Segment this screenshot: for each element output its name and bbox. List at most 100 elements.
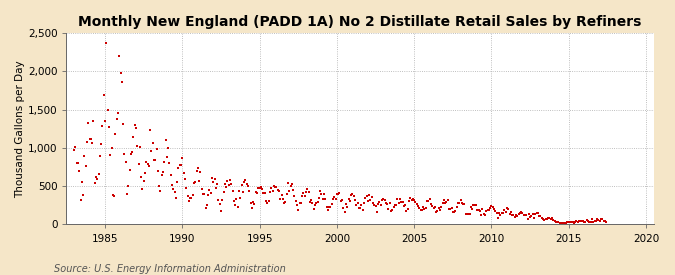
Point [100, 119, 111, 123]
Point [412, 204, 423, 208]
Point [529, 215, 539, 220]
Point [258, 191, 269, 195]
Point [540, 216, 551, 221]
Point [520, 212, 531, 217]
Point [201, 203, 212, 207]
Point [512, 214, 522, 219]
Point [316, 192, 327, 196]
Point [593, 218, 603, 222]
Point [433, 206, 444, 211]
Point [212, 182, 223, 186]
Point [378, 196, 389, 201]
Point [432, 209, 443, 214]
Point [576, 218, 587, 223]
Point [597, 217, 608, 221]
Point [391, 203, 402, 207]
Point [213, 197, 224, 202]
Point [340, 202, 351, 206]
Point [439, 198, 450, 202]
Point [448, 210, 458, 214]
Point [324, 205, 335, 209]
Point [514, 211, 525, 215]
Point [261, 199, 271, 204]
Point [429, 205, 440, 209]
Point [400, 203, 410, 207]
Point [259, 191, 270, 195]
Point [83, 120, 94, 125]
Point [254, 186, 265, 191]
Point [165, 173, 176, 177]
Point [275, 197, 286, 201]
Point [442, 198, 453, 202]
Point [140, 171, 151, 175]
Point [541, 216, 552, 221]
Point [238, 190, 248, 194]
Point [185, 196, 196, 200]
Point [401, 208, 412, 213]
Point [450, 209, 461, 213]
Point [228, 199, 239, 203]
Point [141, 160, 152, 164]
Point [74, 169, 84, 174]
Point [452, 200, 463, 205]
Point [87, 141, 98, 145]
Point [160, 138, 171, 143]
Point [256, 185, 267, 189]
Point [344, 199, 355, 203]
Point [281, 191, 292, 196]
Point [285, 184, 296, 188]
Point [105, 153, 115, 158]
Point [598, 219, 609, 223]
Point [537, 217, 548, 221]
Point [428, 205, 439, 210]
Point [167, 183, 178, 187]
Point [439, 201, 450, 205]
Point [191, 169, 202, 173]
Point [516, 210, 526, 214]
Point [181, 186, 192, 191]
Point [539, 217, 549, 222]
Point [588, 220, 599, 224]
Point [253, 186, 264, 190]
Point [221, 184, 232, 189]
Point [223, 183, 234, 187]
Point [415, 208, 426, 212]
Point [75, 198, 86, 202]
Point [272, 188, 283, 192]
Point [319, 192, 329, 196]
Point [306, 198, 317, 203]
Point [174, 162, 185, 167]
Point [207, 175, 217, 180]
Point [556, 221, 566, 225]
Point [288, 188, 298, 192]
Point [337, 198, 348, 202]
Point [76, 179, 87, 184]
Point [387, 208, 398, 212]
Point [374, 200, 385, 205]
Point [176, 163, 186, 167]
Point [354, 206, 365, 210]
Point [583, 219, 593, 224]
Point [587, 217, 597, 222]
Point [554, 221, 565, 226]
Point [369, 203, 379, 207]
Point [454, 201, 464, 205]
Point [544, 216, 555, 220]
Point [459, 202, 470, 206]
Point [537, 216, 547, 221]
Point [226, 182, 237, 186]
Point [202, 193, 213, 197]
Point [462, 212, 472, 216]
Point [578, 218, 589, 223]
Point [310, 202, 321, 207]
Point [476, 213, 487, 217]
Point [280, 200, 291, 204]
Point [472, 208, 483, 213]
Point [443, 207, 454, 211]
Point [286, 182, 297, 186]
Point [249, 202, 260, 206]
Point [114, 54, 125, 59]
Point [308, 207, 319, 211]
Point [271, 185, 281, 189]
Point [153, 168, 163, 173]
